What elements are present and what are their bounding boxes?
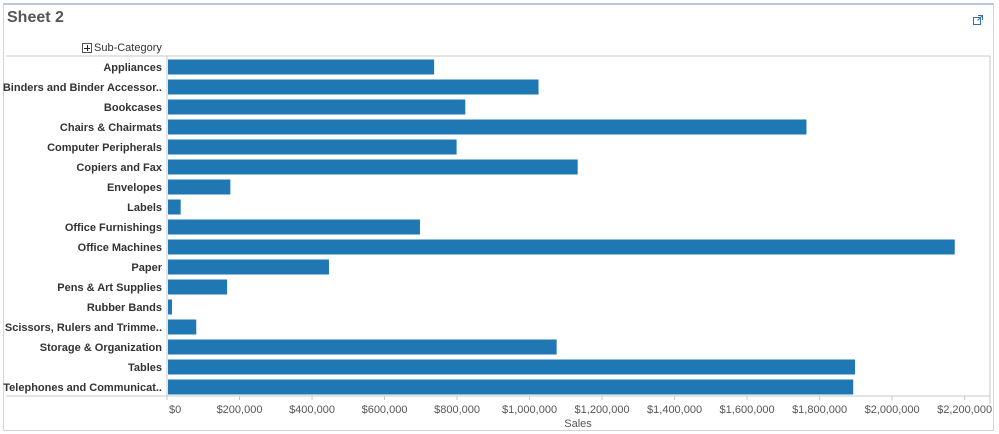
x-tick-label-0: $0 [169, 404, 181, 416]
bar-13 [168, 319, 197, 335]
bar-11 [168, 279, 228, 295]
bar-15 [168, 359, 856, 375]
bar-4 [168, 139, 457, 155]
x-tick-label-8: $1,600,000 [720, 404, 775, 416]
sheet-frame [3, 3, 994, 431]
popout-icon[interactable] [973, 15, 983, 25]
bar-12 [168, 299, 172, 315]
bar-14 [168, 339, 557, 355]
x-axis-title: Sales [564, 418, 592, 430]
category-label-3: Chairs & Chairmats [60, 122, 162, 134]
category-label-7: Labels [127, 202, 162, 214]
bar-8 [168, 219, 420, 235]
bar-2 [168, 99, 466, 115]
category-label-6: Envelopes [107, 182, 162, 194]
category-label-0: Appliances [103, 62, 162, 74]
category-label-11: Pens & Art Supplies [57, 282, 162, 294]
category-label-5: Copiers and Fax [76, 162, 162, 174]
column-header: Sub-Category [82, 42, 162, 54]
bar-7 [168, 199, 181, 215]
category-label-1: Binders and Binder Accessor.. [3, 82, 162, 94]
category-label-15: Tables [128, 362, 162, 374]
bar-5 [168, 159, 578, 175]
bar-10 [168, 259, 329, 275]
category-label-10: Paper [131, 262, 162, 274]
x-tick-label-1: $200,000 [217, 404, 263, 416]
bar-3 [168, 119, 807, 135]
x-tick-label-7: $1,400,000 [647, 404, 702, 416]
bar-1 [168, 79, 539, 95]
bar-6 [168, 179, 231, 195]
x-tick-label-9: $1,800,000 [792, 404, 847, 416]
category-label-4: Computer Peripherals [47, 142, 162, 154]
category-label-13: Scissors, Rulers and Trimme.. [5, 322, 162, 334]
x-tick-label-11: $2,200,000 [937, 404, 992, 416]
column-header-label: Sub-Category [94, 42, 162, 54]
x-tick-label-5: $1,000,000 [502, 404, 557, 416]
category-label-16: Telephones and Communicat.. [3, 382, 162, 394]
bar-16 [168, 379, 854, 395]
bar-0 [168, 59, 435, 75]
sheet-title: Sheet 2 [7, 9, 64, 26]
category-label-8: Office Furnishings [65, 222, 162, 234]
category-label-2: Bookcases [104, 102, 162, 114]
expand-plus-icon[interactable] [82, 43, 92, 53]
bar-9 [168, 239, 955, 255]
x-tick-label-2: $400,000 [289, 404, 335, 416]
x-tick-label-3: $600,000 [362, 404, 408, 416]
x-tick-label-4: $800,000 [434, 404, 480, 416]
category-label-12: Rubber Bands [87, 302, 162, 314]
category-label-9: Office Machines [78, 242, 162, 254]
x-tick-label-6: $1,200,000 [575, 404, 630, 416]
category-label-14: Storage & Organization [40, 342, 163, 354]
x-tick-label-10: $2,000,000 [865, 404, 920, 416]
